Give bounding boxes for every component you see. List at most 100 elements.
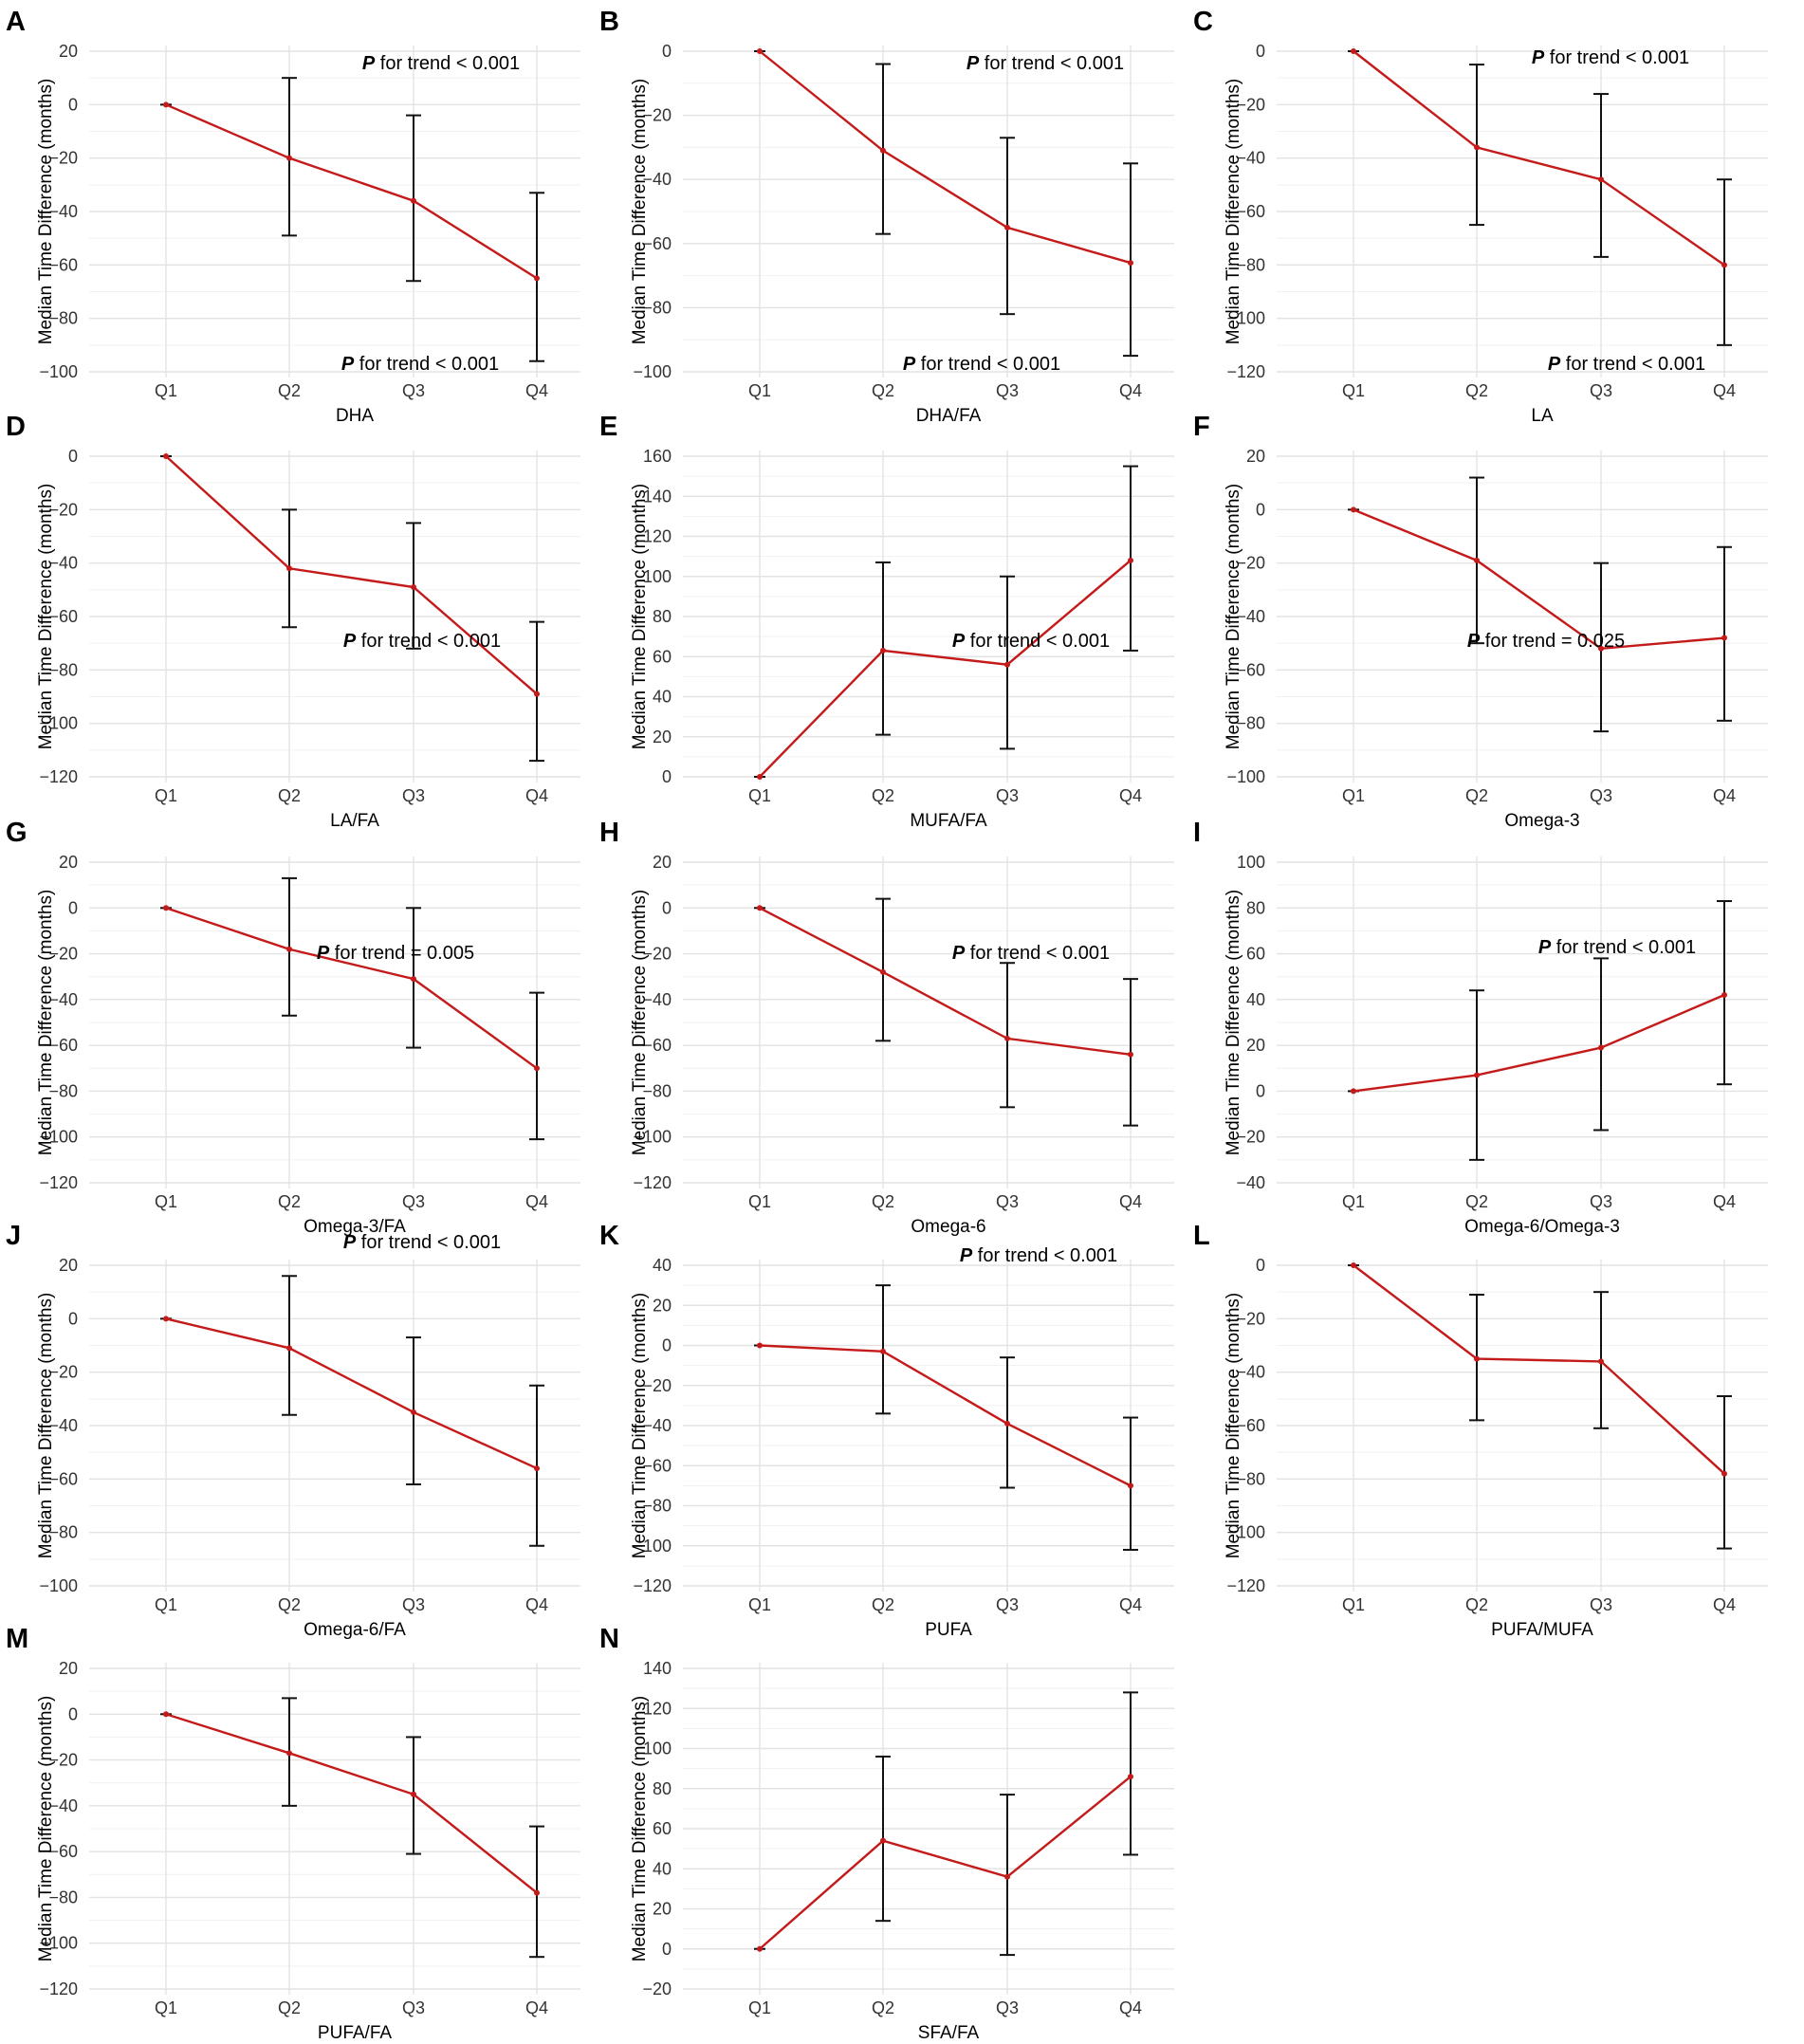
p-symbol: P: [343, 1232, 357, 1253]
data-point: [1128, 557, 1133, 563]
y-tick-label: 20: [1246, 447, 1265, 466]
x-tick-label: Q4: [525, 1998, 548, 2017]
y-tick-label: −80: [1236, 255, 1265, 274]
x-tick-label: Q2: [872, 381, 894, 400]
error-bar: [1717, 545, 1732, 722]
p-trend-annotation: P for trend < 0.001: [952, 943, 1110, 964]
y-tick-label: 20: [59, 1659, 78, 1678]
y-tick-label: −40: [48, 1416, 78, 1435]
y-tick-label: −60: [642, 1036, 672, 1055]
x-tick-label: Q2: [1465, 1192, 1488, 1211]
y-tick-label: 100: [1237, 853, 1265, 872]
y-axis-label: Median Time Difference (months): [630, 1293, 650, 1559]
panel-E: 160 140 120 100 80 60 40 20 0 Q1 Q2 Q3 Q4 E Median Tim…: [599, 354, 1174, 831]
data-point: [757, 774, 763, 780]
series-line: [759, 50, 1132, 265]
p-trend-text: for trend < 0.001: [972, 1245, 1117, 1266]
data-point: [1128, 260, 1133, 267]
data-point: [880, 968, 886, 975]
x-tick-label: Q4: [1713, 786, 1736, 805]
x-tick-label: Q1: [1342, 1595, 1365, 1614]
x-tick-label: Q4: [525, 1595, 548, 1614]
y-tick-label: −20: [642, 1376, 672, 1395]
data-point: [1351, 506, 1356, 513]
x-tick-label: Q1: [1342, 786, 1365, 805]
data-point: [411, 1791, 416, 1797]
panel-letter: E: [599, 412, 617, 442]
error-bar: [1000, 962, 1015, 1109]
x-tick-label: Q4: [1713, 1192, 1736, 1211]
data-point: [163, 1316, 169, 1322]
y-tick-label: 20: [653, 1900, 672, 1919]
p-trend-annotation: P for trend < 0.001: [362, 53, 520, 74]
x-tick-label: Q1: [748, 1998, 771, 2017]
data-point: [1598, 1358, 1604, 1365]
y-tick-label: 0: [662, 767, 672, 786]
data-point: [1474, 557, 1480, 563]
x-tick-label: Q3: [402, 1998, 425, 2017]
y-tick-label: 0: [1256, 1256, 1265, 1275]
p-symbol: P: [1467, 631, 1481, 652]
series-line: [759, 559, 1132, 778]
y-tick-label: −80: [48, 1887, 78, 1906]
p-symbol: P: [903, 354, 916, 375]
panel-L: 0 −20 −40 −60 −80 −100 −120 Q1 Q2 Q3 Q4 L Median Tim…: [1193, 937, 1768, 1640]
y-tick-label: 0: [662, 898, 672, 917]
y-tick-label: −80: [642, 1497, 672, 1516]
y-tick-label: 60: [653, 647, 672, 666]
x-tick-label: Q4: [1119, 381, 1142, 400]
data-point: [1004, 224, 1010, 230]
y-tick-label: −100: [1226, 767, 1265, 786]
y-axis-label: Median Time Difference (months): [630, 890, 650, 1156]
panel-C: 0 −20 −40 −60 −80 −100 −120 Q1 Q2 Q3 Q4 C Median Tim…: [1193, 7, 1768, 426]
p-trend-annotation: P for trend < 0.001: [341, 354, 499, 375]
x-tick-label: Q2: [872, 1998, 894, 2017]
x-axis-label: LA/FA: [330, 811, 379, 831]
data-point: [534, 1889, 540, 1896]
data-point: [1598, 1044, 1604, 1051]
data-point: [1598, 645, 1604, 652]
y-tick-label: 0: [662, 42, 672, 61]
y-tick-label: −100: [39, 714, 78, 733]
data-point: [163, 1711, 169, 1718]
y-tick-label: −60: [1236, 202, 1265, 221]
y-tick-label: 60: [1246, 945, 1265, 964]
p-trend-text: for trend = 0.025: [1480, 631, 1625, 652]
series-line: [165, 103, 538, 280]
x-tick-label: Q3: [996, 1192, 1019, 1211]
y-tick-label: −40: [48, 990, 78, 1009]
data-point: [1474, 1072, 1480, 1078]
data-point: [286, 946, 292, 952]
y-tick-label: 40: [653, 1859, 672, 1878]
x-tick-label: Q4: [1713, 381, 1736, 400]
series-line: [759, 1344, 1132, 1487]
p-trend-annotation: P for trend = 0.005: [317, 943, 474, 964]
x-tick-label: Q3: [1590, 381, 1612, 400]
p-trend-annotation: P for trend < 0.001: [1538, 937, 1696, 958]
data-point: [286, 1345, 292, 1352]
y-tick-label: −60: [48, 1469, 78, 1488]
y-tick-label: −120: [633, 1576, 672, 1595]
x-tick-label: Q2: [1465, 1595, 1488, 1614]
p-trend-text: for trend < 0.001: [356, 631, 501, 652]
y-tick-label: 0: [662, 1336, 672, 1355]
y-axis-label: Median Time Difference (months): [36, 1696, 56, 1962]
p-symbol: P: [966, 53, 980, 74]
data-point: [163, 905, 169, 912]
y-tick-label: −120: [39, 767, 78, 786]
y-tick-label: −40: [1236, 607, 1265, 626]
data-point: [1004, 1420, 1010, 1427]
data-point: [880, 1837, 886, 1844]
y-tick-label: 120: [643, 1699, 672, 1718]
y-tick-label: −100: [39, 362, 78, 381]
x-tick-label: Q2: [872, 1192, 894, 1211]
y-tick-label: 20: [59, 42, 78, 61]
x-tick-label: Q3: [996, 1595, 1019, 1614]
x-axis-label: LA: [1531, 406, 1554, 426]
x-tick-label: Q2: [872, 1595, 894, 1614]
data-point: [163, 453, 169, 459]
data-point: [534, 1465, 540, 1472]
panel-F: 20 0 −20 −40 −60 −80 −100 Q1 Q2 Q3 Q4 F Median Time …: [1193, 354, 1768, 831]
series-line: [165, 1317, 538, 1470]
series-line: [1353, 508, 1725, 651]
